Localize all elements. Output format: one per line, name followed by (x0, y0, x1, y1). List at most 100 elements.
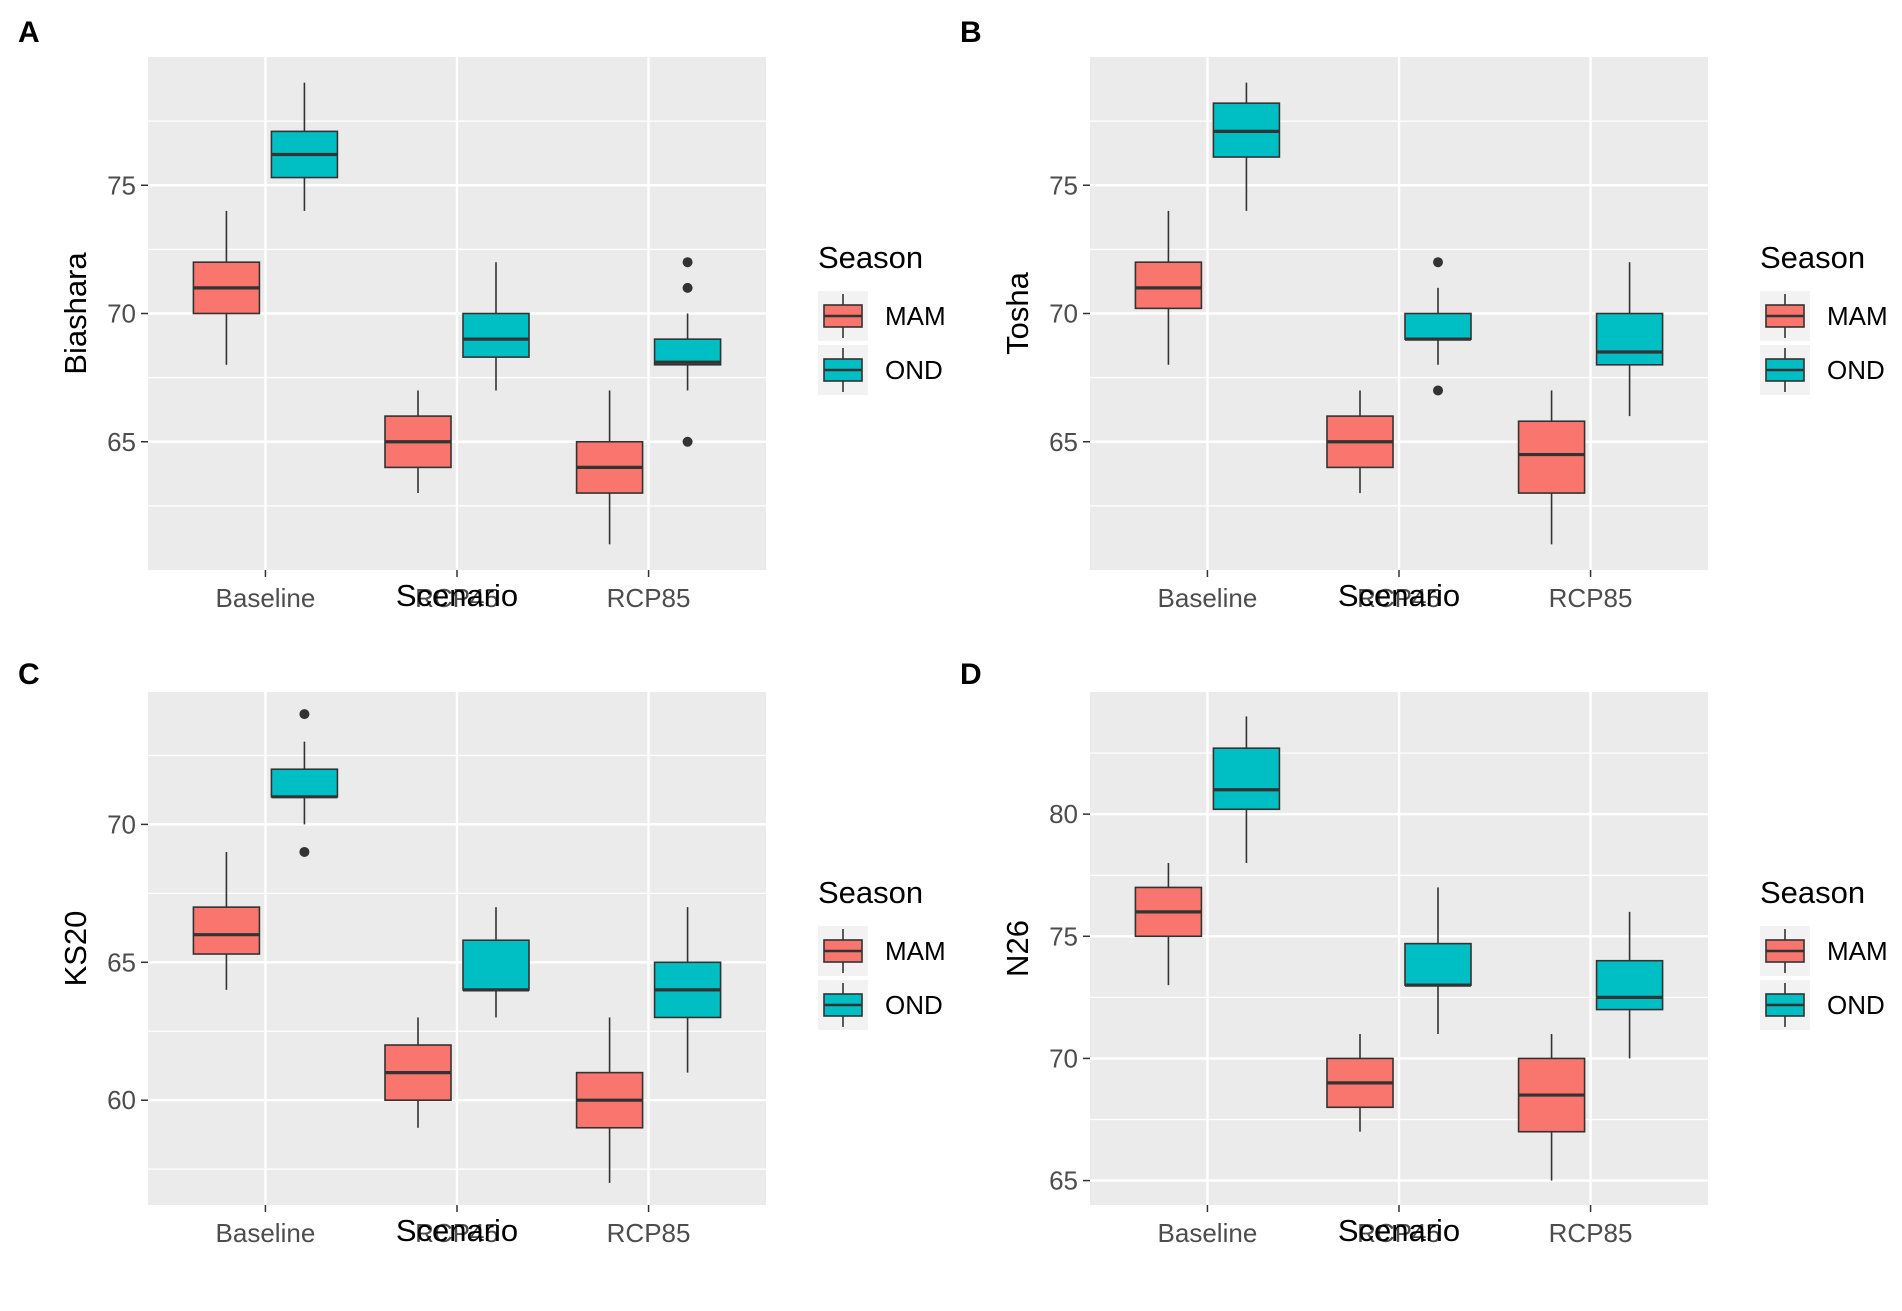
box-mam-rcp85 (1517, 1034, 1586, 1181)
x-tick-label: Baseline (216, 1218, 316, 1248)
box-ond-rcp85 (1595, 262, 1664, 417)
y-tick-label: 70 (107, 299, 136, 329)
legend-title: Season (1760, 875, 1865, 910)
box-iqr (1404, 312, 1472, 340)
legend-key-mam (1760, 291, 1810, 341)
x-tick-label: Baseline (216, 583, 316, 613)
box-mam-rcp45 (384, 390, 452, 494)
legend-key-mam (818, 926, 868, 976)
box-ond-rcp85 (1595, 911, 1664, 1059)
panel-letter: B (960, 16, 982, 49)
legend-label: OND (1827, 990, 1885, 1020)
box-ond-rcp85 (653, 907, 722, 1073)
outlier-point (682, 436, 693, 447)
y-axis-title: N26 (1000, 920, 1035, 977)
box-ond-rcp45 (462, 907, 530, 1018)
x-axis-title: Scenario (396, 1213, 518, 1248)
y-tick-label: 70 (1049, 1043, 1078, 1073)
box-ond-rcp45 (1404, 257, 1472, 396)
panel-c: C 60 65 70 Baseline RCP45 RCP85 Scenario KS20 Sea… (18, 658, 946, 1248)
panel-letter: A (18, 16, 40, 49)
y-tick-label: 65 (1049, 427, 1078, 457)
box-iqr (1595, 312, 1664, 366)
outlier-point (682, 257, 693, 268)
legend-key-mam (1760, 926, 1810, 976)
x-axis-title: Scenario (1338, 578, 1460, 613)
legend-label: MAM (885, 936, 946, 966)
x-tick-label: RCP45 (415, 583, 499, 613)
box-mam-rcp45 (1326, 1034, 1394, 1132)
box-ond-baseline (1212, 82, 1281, 211)
x-axis-title: Scenario (396, 578, 518, 613)
x-tick-label: RCP85 (607, 583, 691, 613)
x-tick-label: Baseline (1158, 583, 1258, 613)
box-mam-rcp85 (575, 1017, 644, 1183)
outlier-point (299, 846, 310, 857)
legend-key-mam (818, 291, 868, 341)
box-mam-rcp85 (575, 390, 644, 545)
box-iqr (1404, 942, 1472, 986)
legend-key-ond (818, 345, 868, 395)
box-ond-rcp45 (462, 262, 530, 391)
box-mam-rcp85 (1517, 390, 1586, 545)
legend-label: MAM (885, 301, 946, 331)
outlier-point (1433, 257, 1443, 268)
y-tick-label: 75 (1049, 921, 1078, 951)
panel-b: B 65 70 75 Baseline RCP45 RCP85 Scenario Tosha Se… (960, 16, 1888, 613)
outlier-point (1433, 385, 1443, 396)
box-iqr (462, 312, 530, 358)
panel-d: D 65 70 75 80 Baseline RCP45 RCP85 Scenario N26 Se… (960, 658, 1888, 1248)
y-tick-label: 65 (107, 427, 136, 457)
legend-label: MAM (1827, 301, 1888, 331)
legend-title: Season (818, 875, 923, 910)
box-mam-baseline (192, 851, 261, 990)
legend-key-ond (1760, 345, 1810, 395)
box-iqr (1212, 747, 1281, 811)
box-mam-baseline (1134, 210, 1203, 365)
y-axis-title: Biashara (58, 252, 93, 375)
y-tick-label: 65 (107, 947, 136, 977)
box-iqr (1517, 420, 1586, 494)
legend-key-ond (1760, 980, 1810, 1030)
box-mam-rcp45 (384, 1017, 452, 1128)
box-mam-rcp45 (1326, 390, 1394, 494)
x-tick-label: RCP85 (1549, 583, 1633, 613)
x-tick-label: RCP85 (607, 1218, 691, 1248)
box-ond-rcp45 (1404, 887, 1472, 1034)
box-mam-baseline (192, 210, 261, 365)
panel-a: A 65 70 75 Baseline RCP45 RCP85 Scenario Biashar… (18, 16, 946, 613)
legend-title: Season (818, 240, 923, 275)
y-axis-title: Tosha (1000, 271, 1035, 354)
box-iqr (1595, 959, 1664, 1011)
box-ond-baseline (270, 82, 339, 211)
legend-label: OND (885, 990, 943, 1020)
outlier-point (682, 282, 693, 293)
outlier-point (299, 709, 310, 720)
x-tick-label: RCP85 (1549, 1218, 1633, 1248)
box-iqr (270, 768, 339, 798)
legend-title: Season (1760, 240, 1865, 275)
panel-letter: C (18, 658, 40, 691)
box-ond-baseline (270, 709, 339, 857)
y-tick-label: 75 (1049, 170, 1078, 200)
legend-label: MAM (1827, 936, 1888, 966)
box-mam-baseline (1134, 863, 1203, 986)
x-tick-label: RCP45 (415, 1218, 499, 1248)
box-iqr (1134, 261, 1203, 310)
y-tick-label: 60 (107, 1085, 136, 1115)
legend-label: OND (885, 355, 943, 385)
box-iqr (653, 338, 722, 366)
y-tick-label: 70 (1049, 299, 1078, 329)
panel-letter: D (960, 658, 982, 691)
x-axis-title: Scenario (1338, 1213, 1460, 1248)
box-iqr (192, 906, 261, 955)
box-ond-rcp85 (653, 257, 722, 447)
legend-key-ond (818, 980, 868, 1030)
y-tick-label: 75 (107, 170, 136, 200)
x-tick-label: RCP45 (1357, 583, 1441, 613)
x-tick-label: RCP45 (1357, 1218, 1441, 1248)
y-axis-title: KS20 (58, 911, 93, 987)
y-tick-label: 65 (1049, 1166, 1078, 1196)
box-ond-baseline (1212, 716, 1281, 863)
